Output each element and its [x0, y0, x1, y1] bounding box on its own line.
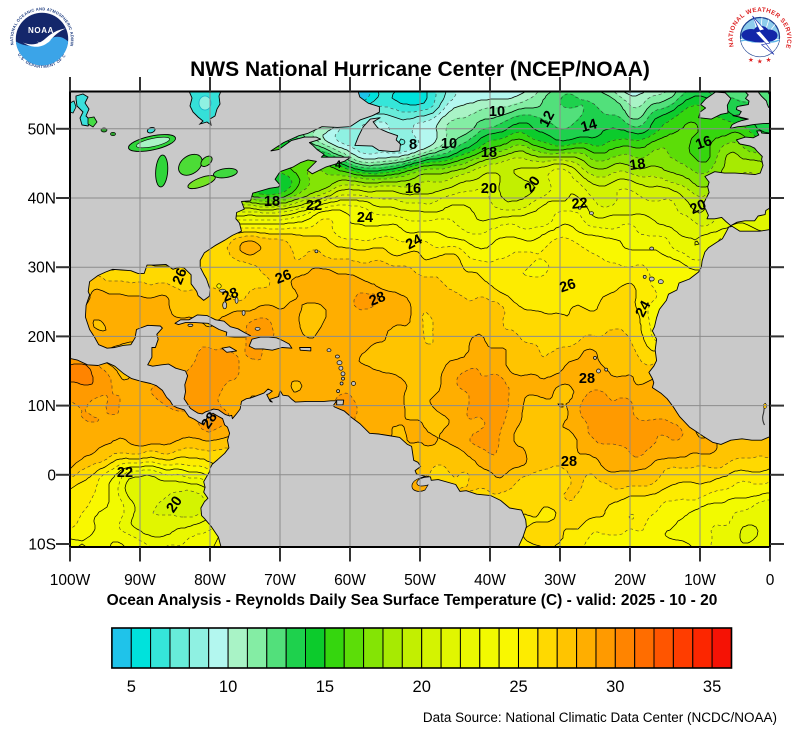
svg-text:0: 0 — [47, 467, 56, 484]
svg-text:30W: 30W — [544, 572, 576, 589]
svg-text:0: 0 — [766, 572, 775, 589]
svg-text:28: 28 — [367, 289, 388, 310]
svg-text:10S: 10S — [28, 537, 56, 554]
svg-text:NWS National Hurricane Center: NWS National Hurricane Center (NCEP/NOAA… — [190, 58, 650, 81]
svg-text:5: 5 — [127, 678, 136, 696]
svg-text:4: 4 — [335, 159, 342, 171]
svg-text:18: 18 — [628, 156, 646, 174]
svg-text:90W: 90W — [124, 572, 156, 589]
svg-text:40W: 40W — [474, 572, 506, 589]
svg-text:20: 20 — [522, 174, 544, 196]
svg-text:Data Source: National Climatic: Data Source: National Climatic Data Cent… — [423, 710, 777, 725]
svg-text:30N: 30N — [28, 260, 56, 277]
svg-text:20W: 20W — [614, 572, 646, 589]
svg-text:8: 8 — [409, 137, 417, 153]
svg-text:20N: 20N — [28, 329, 56, 346]
svg-text:40N: 40N — [28, 191, 56, 208]
svg-text:30: 30 — [606, 678, 624, 696]
svg-text:16: 16 — [405, 181, 421, 197]
svg-text:28: 28 — [561, 454, 577, 470]
svg-text:24: 24 — [633, 298, 655, 320]
svg-text:20: 20 — [481, 181, 497, 197]
svg-text:80W: 80W — [194, 572, 226, 589]
svg-text:Ocean Analysis - Reynolds Dail: Ocean Analysis - Reynolds Daily Sea Surf… — [107, 592, 718, 609]
svg-text:★: ★ — [748, 56, 754, 64]
svg-text:16: 16 — [694, 133, 714, 153]
svg-text:26: 26 — [558, 276, 578, 296]
svg-text:24: 24 — [403, 232, 425, 254]
svg-text:50W: 50W — [404, 572, 436, 589]
svg-text:12: 12 — [537, 108, 559, 130]
svg-text:10W: 10W — [684, 572, 716, 589]
svg-text:25: 25 — [509, 678, 527, 696]
svg-text:14: 14 — [579, 116, 599, 136]
svg-text:100W: 100W — [50, 572, 91, 589]
svg-text:10: 10 — [441, 136, 457, 152]
svg-text:10N: 10N — [28, 398, 56, 415]
svg-text:NOAA: NOAA — [28, 26, 54, 35]
svg-text:20: 20 — [413, 678, 431, 696]
svg-text:70W: 70W — [264, 572, 296, 589]
svg-text:18: 18 — [264, 194, 280, 210]
svg-text:28: 28 — [199, 410, 221, 432]
svg-text:35: 35 — [703, 678, 721, 696]
svg-text:28: 28 — [579, 371, 595, 387]
svg-text:22: 22 — [117, 465, 133, 481]
svg-text:26: 26 — [170, 266, 191, 287]
svg-text:18: 18 — [481, 145, 497, 161]
svg-text:26: 26 — [273, 267, 294, 288]
svg-text:20: 20 — [164, 494, 186, 516]
svg-text:22: 22 — [571, 195, 588, 212]
svg-text:15: 15 — [316, 678, 334, 696]
svg-text:★: ★ — [757, 58, 763, 66]
svg-text:28: 28 — [220, 285, 241, 306]
svg-text:20: 20 — [688, 197, 709, 218]
svg-text:10: 10 — [489, 104, 505, 120]
svg-text:★: ★ — [766, 56, 772, 64]
svg-text:10: 10 — [219, 678, 237, 696]
svg-text:60W: 60W — [334, 572, 366, 589]
svg-text:22: 22 — [306, 198, 322, 214]
svg-text:24: 24 — [357, 210, 373, 226]
svg-text:50N: 50N — [28, 121, 56, 138]
